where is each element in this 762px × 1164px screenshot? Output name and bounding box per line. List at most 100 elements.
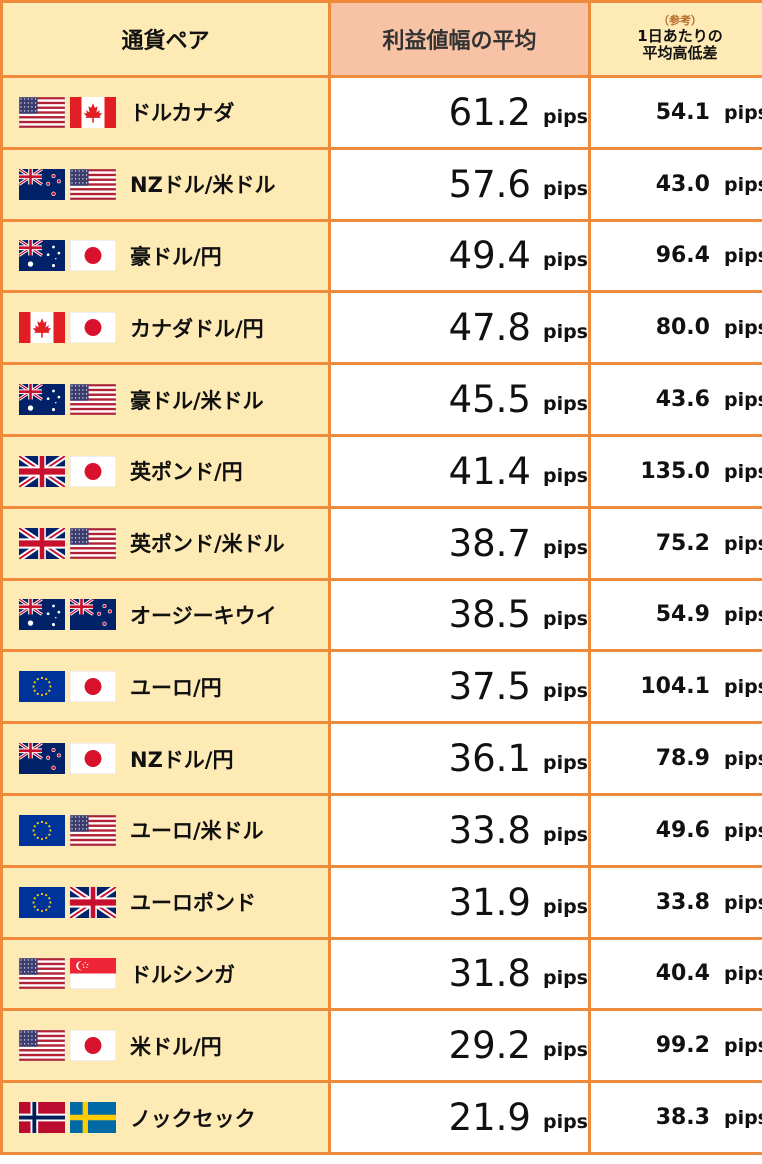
table-row: ドルカナダ 61.2 pips 54.1 pips	[0, 75, 762, 150]
pair-name: ユーロ/円	[130, 675, 222, 700]
pair-name: オージーキウイ	[130, 603, 277, 628]
singapore-flag-icon	[69, 958, 117, 990]
profit-unit: pips	[542, 464, 588, 487]
profit-value: 38.5	[448, 593, 531, 637]
japan-flag-icon	[69, 311, 117, 344]
range-value: 43.6	[655, 387, 710, 413]
profit-value: 47.8	[448, 306, 531, 350]
range-cell: 40.4 pips	[588, 936, 762, 1012]
range-value: 40.4	[655, 961, 710, 987]
japan-flag-icon	[69, 742, 117, 775]
profit-cell: 31.9 pips	[328, 864, 591, 940]
profit-cell: 49.4 pips	[328, 218, 591, 294]
profit-unit: pips	[542, 393, 588, 416]
profit-cell: 57.6 pips	[328, 146, 591, 222]
new-zealand-flag-icon	[69, 598, 116, 631]
profit-value: 29.2	[448, 1024, 531, 1068]
range-unit: pips	[723, 891, 762, 914]
profit-cell: 37.5 pips	[328, 649, 591, 725]
australia-flag-icon	[18, 382, 65, 416]
canada-flag-icon	[70, 96, 116, 128]
pair-cell: ノックセック	[0, 1080, 331, 1155]
pair-cell: ユーロポンド	[0, 864, 331, 940]
table-row: 米ドル/円 29.2 pips 99.2 pips	[0, 1008, 762, 1084]
range-unit: pips	[723, 317, 762, 340]
table-row: ノックセック 21.9 pips 38.3 pips	[0, 1080, 762, 1155]
profit-value: 61.2	[448, 90, 531, 134]
profit-cell: 38.5 pips	[328, 577, 591, 653]
profit-unit: pips	[542, 823, 588, 846]
header-pair: 通貨ペア	[0, 0, 331, 78]
header-range-line1: 1日あたりの	[637, 27, 723, 46]
profit-unit: pips	[542, 608, 588, 631]
table-row: ドルシンガ 31.8 pips 40.4 pips	[0, 936, 762, 1012]
pair-name: 豪ドル/米ドル	[130, 388, 264, 413]
profit-cell: 38.7 pips	[328, 505, 591, 581]
profit-unit: pips	[542, 536, 588, 559]
range-cell: 54.1 pips	[588, 75, 762, 150]
pair-name: 豪ドル/円	[130, 244, 222, 269]
eu-flag-icon	[19, 814, 65, 846]
table-row: 英ポンド/円 41.4 pips 135.0 pips	[0, 433, 762, 509]
pair-cell: オージーキウイ	[0, 577, 331, 653]
profit-cell: 29.2 pips	[328, 1008, 591, 1084]
profit-cell: 47.8 pips	[328, 290, 591, 366]
profit-unit: pips	[542, 249, 588, 272]
range-cell: 99.2 pips	[588, 1008, 762, 1084]
eu-flag-icon	[19, 671, 65, 703]
us-flag-icon	[69, 814, 117, 847]
pair-cell: ユーロ/米ドル	[0, 792, 331, 868]
profit-cell: 21.9 pips	[328, 1080, 591, 1155]
profit-cell: 33.8 pips	[328, 792, 591, 868]
pair-name: NZドル/円	[130, 747, 234, 772]
pair-name: ドルシンガ	[130, 962, 235, 987]
profit-value: 33.8	[448, 808, 531, 852]
range-cell: 54.9 pips	[588, 577, 762, 653]
range-unit: pips	[723, 1035, 762, 1058]
range-value: 43.0	[655, 171, 710, 197]
uk-flag-icon	[17, 524, 67, 562]
new-zealand-flag-icon	[18, 741, 65, 775]
profit-unit: pips	[542, 752, 588, 775]
range-unit: pips	[723, 101, 762, 124]
range-cell: 104.1 pips	[588, 649, 762, 725]
table-row: NZドル/円 36.1 pips 78.9 pips	[0, 721, 762, 796]
us-flag-icon	[69, 527, 117, 559]
us-flag-icon	[18, 958, 66, 990]
range-value: 78.9	[655, 746, 710, 772]
table-row: オージーキウイ 38.5 pips 54.9 pips	[0, 577, 762, 653]
pair-name: ノックセック	[130, 1106, 256, 1131]
eu-flag-icon	[19, 886, 65, 918]
range-unit: pips	[723, 389, 762, 412]
header-range: （参考） 1日あたりの 平均高低差	[588, 0, 762, 78]
range-cell: 33.8 pips	[588, 864, 762, 940]
pair-cell: NZドル/円	[0, 721, 331, 796]
range-value: 54.9	[655, 602, 710, 628]
profit-value: 49.4	[448, 234, 531, 278]
profit-unit: pips	[542, 321, 588, 344]
pair-cell: ドルカナダ	[0, 75, 331, 150]
range-cell: 78.9 pips	[588, 721, 762, 796]
sweden-flag-icon	[70, 1102, 116, 1134]
pair-name: カナダドル/円	[130, 316, 264, 341]
pair-name: ユーロ/米ドル	[130, 819, 264, 844]
pair-name: 英ポンド/円	[130, 460, 243, 485]
us-flag-icon	[69, 168, 117, 200]
pair-name: 英ポンド/米ドル	[130, 532, 285, 557]
us-flag-icon	[18, 96, 66, 129]
pair-name: NZドル/米ドル	[130, 173, 276, 198]
profit-value: 37.5	[448, 665, 531, 709]
table-row: NZドル/米ドル 57.6 pips 43.0 pips	[0, 146, 762, 222]
range-cell: 49.6 pips	[588, 792, 762, 868]
profit-value: 45.5	[448, 378, 531, 422]
profit-unit: pips	[542, 680, 588, 703]
range-unit: pips	[723, 963, 762, 986]
japan-flag-icon	[69, 240, 117, 272]
header-row: 通貨ペア 利益値幅の平均 （参考） 1日あたりの 平均高低差	[0, 0, 762, 78]
range-cell: 75.2 pips	[588, 505, 762, 581]
profit-value: 31.9	[448, 880, 531, 924]
japan-flag-icon	[69, 1029, 117, 1062]
new-zealand-flag-icon	[18, 167, 65, 200]
profit-cell: 61.2 pips	[328, 75, 591, 150]
profit-cell: 41.4 pips	[328, 433, 591, 509]
